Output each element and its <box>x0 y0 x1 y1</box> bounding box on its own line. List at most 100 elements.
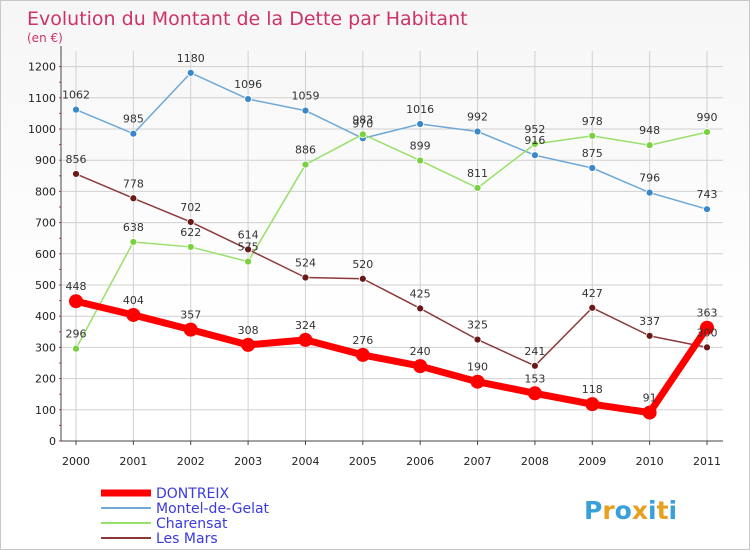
y-tick-label: 1200 <box>28 61 56 74</box>
data-label: 970 <box>352 117 373 130</box>
data-label: 1062 <box>62 89 90 102</box>
data-label: 948 <box>639 124 660 137</box>
data-point <box>470 374 485 389</box>
brand-letter: t <box>657 496 669 525</box>
data-point <box>703 343 711 352</box>
data-point <box>244 95 252 103</box>
data-label: 575 <box>238 241 259 254</box>
data-point <box>298 332 313 347</box>
data-label: 425 <box>410 287 431 300</box>
data-point <box>588 303 597 312</box>
data-point <box>413 359 428 374</box>
x-tick-label: 2005 <box>349 455 377 468</box>
data-point <box>129 194 138 203</box>
y-tick-label: 200 <box>35 373 56 386</box>
data-label: 520 <box>352 258 373 271</box>
y-tick-label: 1100 <box>28 92 56 105</box>
data-label: 916 <box>524 134 545 147</box>
brand-letter: r <box>602 496 615 525</box>
data-point <box>473 127 482 136</box>
data-label: 448 <box>66 280 87 293</box>
data-label: 875 <box>582 147 603 160</box>
x-tick-label: 2006 <box>406 455 434 468</box>
data-point <box>416 304 425 313</box>
series-group <box>69 68 714 420</box>
data-label: 91 <box>643 392 657 405</box>
data-label: 153 <box>524 372 545 385</box>
x-tick-label: 2000 <box>62 455 90 468</box>
x-tick-label: 2007 <box>464 455 492 468</box>
data-point <box>473 335 482 344</box>
x-tick-label: 2009 <box>578 455 606 468</box>
data-label: 427 <box>582 287 603 300</box>
data-point <box>244 245 252 254</box>
y-tick-label: 500 <box>35 279 56 292</box>
data-label: 856 <box>66 153 87 166</box>
data-label: 524 <box>295 257 316 270</box>
data-point <box>527 386 542 401</box>
data-label: 983 <box>352 113 373 126</box>
series-line-les-mars <box>75 173 708 367</box>
data-point <box>72 344 80 353</box>
data-point <box>588 164 597 172</box>
data-point <box>358 130 367 139</box>
data-label: 363 <box>697 307 718 320</box>
data-point <box>129 238 138 246</box>
data-label: 992 <box>467 110 488 123</box>
data-label: 337 <box>639 315 660 328</box>
data-label: 978 <box>582 115 603 128</box>
data-point <box>129 129 138 138</box>
x-tick-label: 2003 <box>234 455 262 468</box>
data-point <box>126 307 141 322</box>
data-label: 325 <box>467 319 488 332</box>
data-label: 985 <box>123 113 144 126</box>
data-label: 118 <box>582 383 603 396</box>
proxiti-logo: Proxiti <box>584 496 677 525</box>
data-label: 240 <box>410 345 431 358</box>
data-label: 952 <box>524 123 545 136</box>
data-label: 190 <box>467 361 488 374</box>
data-label: 614 <box>238 228 259 241</box>
data-label: 886 <box>295 144 316 157</box>
data-label: 990 <box>697 111 718 124</box>
series-line-dontreix <box>72 297 711 417</box>
series-line-charensat <box>75 131 708 350</box>
x-tick-label: 2011 <box>693 455 721 468</box>
chart-title: Evolution du Montant de la Dette par Hab… <box>27 8 468 30</box>
data-point <box>301 160 310 169</box>
data-point <box>531 151 539 160</box>
axes: 0 100 200 300 400 500 600 700 800 900 1000 1100 1200… <box>28 46 723 468</box>
data-point <box>700 320 714 335</box>
data-label: 1096 <box>234 78 262 91</box>
data-point <box>645 141 654 150</box>
data-label: 622 <box>180 226 201 239</box>
data-point <box>186 243 195 251</box>
y-tick-label: 400 <box>35 310 56 323</box>
data-point <box>301 273 310 282</box>
data-label: 702 <box>180 201 201 214</box>
data-label: 296 <box>66 328 87 341</box>
data-point <box>531 140 539 148</box>
data-point <box>645 331 654 340</box>
data-label: 811 <box>467 167 488 180</box>
series-line-montel-de-gelat <box>75 72 708 210</box>
grid <box>61 51 723 442</box>
y-tick-label: 700 <box>35 217 56 230</box>
data-point <box>186 68 195 77</box>
data-point <box>416 120 425 128</box>
data-label: 357 <box>180 309 201 322</box>
data-point <box>588 131 597 140</box>
legend-label: Montel-de-Gelat <box>156 501 270 517</box>
x-tick-label: 2002 <box>177 455 205 468</box>
data-label: 300 <box>697 326 718 339</box>
chart-subtitle: (en €) <box>27 31 63 45</box>
y-tick-label: 100 <box>35 404 56 417</box>
data-point <box>186 218 195 226</box>
x-tick-label: 2004 <box>291 455 319 468</box>
brand-letter: o <box>615 496 632 525</box>
data-point <box>72 170 80 178</box>
legend-label: DONTREIX <box>156 486 230 502</box>
data-label: 796 <box>639 172 660 185</box>
data-label: 404 <box>123 294 144 307</box>
